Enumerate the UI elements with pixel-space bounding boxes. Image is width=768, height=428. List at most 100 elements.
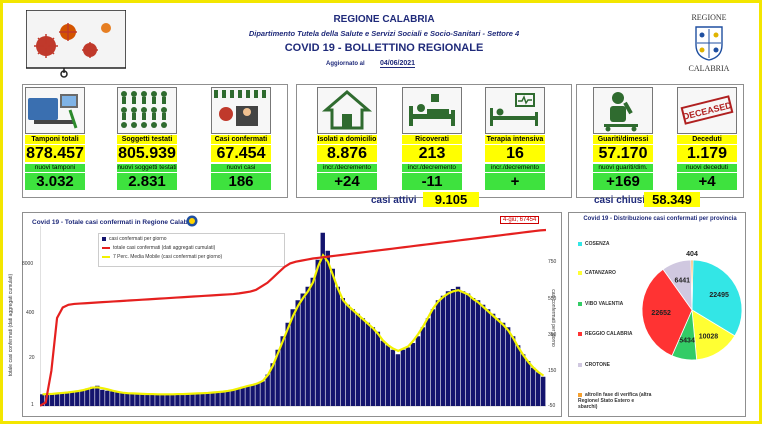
daily-cases-bar [410,343,416,406]
daily-cases-bar [245,385,250,406]
daily-cases-bar [75,391,80,406]
daily-cases-bar [355,313,361,406]
pie-slice-label: 5434 [679,338,695,345]
y2-axis-label: casi confermati per giorno [550,289,556,347]
daily-cases-bar [210,392,215,406]
deceased-stamp-icon: DECEASED [680,95,734,125]
daily-cases-bar [300,293,305,406]
updated-date: 04/06/2021 [380,60,416,68]
daily-cases-bar [420,327,426,406]
daily-cases-bar [440,295,446,406]
daily-cases-bar [285,322,290,406]
card-value: 213 [402,145,462,162]
daily-cases-bar [150,394,155,406]
card-label: Ricoverati [402,135,462,144]
daily-cases-bar [405,347,411,406]
province-pie-chart: 22495 10028 5434 22652 6441 404 [641,251,743,361]
daily-cases-bar [490,313,496,406]
daily-cases-bar [205,392,210,406]
card-sub-label: nuovi guariti/dim. [593,164,653,172]
virus-logo-icon [26,10,126,78]
right-tick: -50 [548,403,556,409]
daily-cases-bar [125,393,130,406]
daily-cases-bar [110,391,115,407]
daily-cases-bar [160,394,165,406]
daily-cases-bar [470,298,476,406]
closed-cases-label: casi chiusi [594,195,646,206]
daily-cases-bar [310,277,315,406]
card-image-ricoverati [402,87,462,134]
daily-cases-bar [315,259,320,406]
daily-cases-bar [135,393,140,406]
chart-annotation: 4-giu; 67454 [500,216,540,224]
logo-bottom-text: CALABRIA [688,64,730,73]
card-image-soggetti [117,87,177,134]
pie-slice [641,268,693,357]
recovered-icon [604,92,638,132]
daily-cases-bar [40,394,45,406]
region-badge-icon [186,215,198,227]
daily-cases-bar [540,376,546,406]
daily-cases-bar [385,345,391,406]
daily-cases-bar [400,349,406,406]
daily-cases-bar [265,374,270,406]
daily-cases-bar [380,340,386,406]
daily-cases-bar [350,309,356,406]
card-sub-label: incr./decremento [402,164,462,172]
card-value: 57.170 [593,145,653,162]
pie-legend-vibo: VIBO VALENTIA [578,301,623,307]
daily-cases-bar [445,291,451,406]
daily-cases-bar [50,393,55,406]
pie-slice-label: 22495 [709,292,729,299]
daily-cases-bar [390,349,396,406]
card-value: 805.939 [117,145,177,162]
daily-cases-bar [360,318,366,406]
daily-cases-bar [115,392,120,406]
daily-cases-bar [500,322,506,406]
card-image-isolati [317,87,377,134]
pie-legend-cosenza: COSENZA [578,241,609,247]
daily-cases-bar [250,384,255,407]
daily-cases-bar [170,394,175,406]
daily-cases-bar [455,286,461,406]
card-label: Terapia intensiva [485,135,545,144]
trend-chart [40,226,546,407]
daily-cases-bar [95,385,100,406]
card-value: 1.179 [677,145,737,162]
card-sub-value: +4 [677,173,737,190]
daily-cases-bar [370,327,376,406]
daily-cases-bar [395,354,401,406]
left-tick: 400 [26,310,35,316]
left-tick: 1 [31,402,34,408]
card-sub-value: 3.032 [25,173,85,190]
pie-legend-other: altro/in fase di verifica (altra Regione… [578,392,652,410]
pie-legend-reggio: REGGIO CALABRIA [578,331,633,337]
card-label: Casi confermati [211,135,271,144]
daily-cases-bar [290,309,295,406]
card-sub-label: incr./decremento [485,164,545,172]
trend-chart-title: Covid 19 - Totale casi confermati in Reg… [32,219,196,226]
virus-person-icon [214,90,266,126]
daily-cases-bar [175,394,180,406]
daily-cases-bar [330,268,335,406]
daily-cases-bar [55,393,60,406]
card-sub-value: + [485,173,545,190]
card-sub-label: incr./decremento [317,164,377,172]
daily-cases-bar [475,300,481,406]
card-sub-value: +169 [593,173,653,190]
daily-cases-bar [280,336,285,406]
daily-cases-bar [480,304,486,406]
daily-cases-bar [220,391,225,406]
daily-cases-bar [80,390,85,406]
daily-cases-bar [495,318,501,406]
card-label: Isolati a domicilio [317,135,377,144]
card-label: Guariti/dimessi [593,135,653,144]
daily-cases-bar [235,388,240,406]
daily-cases-bar [70,392,75,406]
daily-cases-bar [460,291,466,406]
daily-cases-bar [305,286,310,406]
daily-cases-bar [275,349,280,406]
daily-cases-bar [120,392,125,406]
daily-cases-bar [185,393,190,406]
daily-cases-bar [510,336,516,406]
